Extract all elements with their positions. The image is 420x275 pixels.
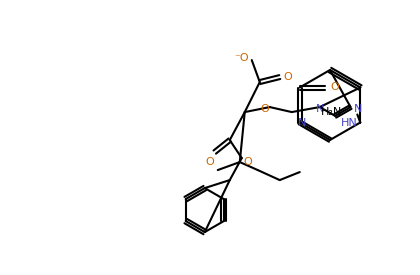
Text: O: O: [260, 104, 269, 114]
Text: N: N: [315, 104, 324, 114]
Text: O: O: [330, 82, 339, 92]
Text: O: O: [243, 157, 252, 167]
Text: H₂N: H₂N: [321, 107, 343, 117]
Text: O: O: [284, 72, 292, 82]
Text: ⁻O: ⁻O: [234, 53, 249, 63]
Text: O: O: [205, 157, 214, 167]
Text: HN: HN: [341, 117, 357, 128]
Text: N: N: [297, 117, 306, 128]
Text: N: N: [354, 104, 363, 114]
